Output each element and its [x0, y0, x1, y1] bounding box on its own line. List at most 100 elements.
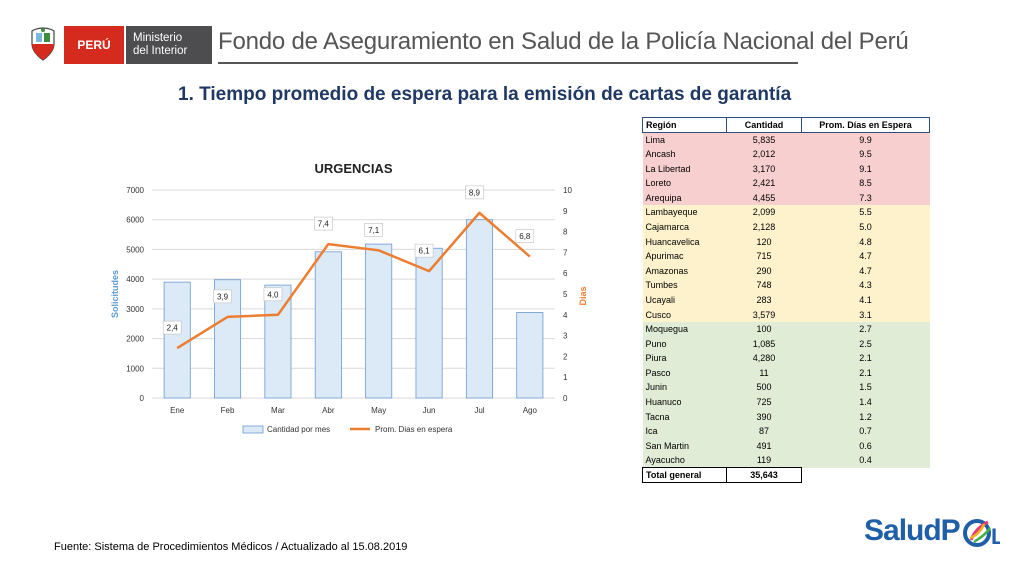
data-label-box	[515, 229, 535, 243]
y2-tick-label: 6	[563, 269, 568, 278]
cell-cantidad: 3,579	[726, 307, 802, 322]
bar	[163, 281, 191, 399]
total-empty	[801, 467, 930, 483]
line-series-days	[176, 211, 531, 350]
cell-dias: 0.6	[801, 438, 930, 454]
source-footnote: Fuente: Sistema de Procedimientos Médico…	[54, 541, 408, 553]
cell-region: Arequipa	[642, 190, 727, 206]
cell-region: Puno	[642, 336, 727, 351]
data-label: 4,0	[267, 290, 279, 299]
y2-tick-label: 3	[563, 332, 568, 341]
cell-dias: 4.1	[801, 292, 930, 308]
table-row: Ica 87 0.7	[642, 423, 930, 439]
y-tick-label: 3000	[126, 305, 144, 314]
chart-title: URGENCIAS	[314, 161, 392, 176]
cell-dias: 1.5	[801, 380, 930, 395]
cell-dias: 1.4	[801, 394, 930, 410]
y2-tick-label: 7	[563, 248, 568, 257]
cell-cantidad: 500	[726, 380, 802, 395]
data-label: 6,1	[419, 247, 431, 256]
cell-region: Ayacucho	[642, 453, 727, 468]
cell-region: Loreto	[642, 175, 727, 191]
cell-cantidad: 87	[726, 423, 802, 439]
table-row: Moquegua 100 2.7	[642, 321, 930, 337]
cell-dias: 0.4	[801, 453, 930, 468]
bar	[415, 247, 443, 399]
cell-region: San Martin	[642, 438, 727, 454]
cell-region: Pasco	[642, 365, 727, 381]
cell-cantidad: 4,455	[726, 190, 802, 206]
cell-region: Piura	[642, 351, 727, 366]
x-tick-label: Abr	[322, 406, 335, 415]
cell-dias: 4.7	[801, 248, 930, 264]
cell-dias: 5.5	[801, 205, 930, 220]
legend-swatch-bars	[242, 425, 264, 434]
cell-cantidad: 715	[726, 248, 802, 264]
cell-dias: 5.0	[801, 219, 930, 235]
data-label: 8,9	[469, 188, 481, 197]
cell-region: La Libertad	[642, 161, 727, 176]
table-row: Piura 4,280 2.1	[642, 351, 930, 366]
y-tick-label: 5000	[126, 245, 144, 254]
legend-label-line: Prom. Dias en espera	[375, 425, 453, 434]
cell-region: Ucayali	[642, 292, 727, 308]
x-tick-label: Ene	[170, 406, 185, 415]
cell-cantidad: 2,421	[726, 175, 802, 191]
y-axis-title: Solicitudes	[110, 270, 120, 318]
data-label-box	[465, 185, 484, 200]
logo-mark-icon: L	[963, 519, 1000, 549]
cell-cantidad: 11	[726, 365, 802, 381]
cell-cantidad: 120	[726, 234, 802, 249]
cell-dias: 1.2	[801, 409, 930, 424]
table-row: Cajamarca 2,128 5.0	[642, 219, 930, 235]
logo-text: SaludP	[864, 514, 961, 547]
header-divider	[218, 62, 798, 64]
x-tick-label: Jul	[474, 406, 484, 415]
bar	[516, 312, 544, 399]
cell-cantidad: 5,835	[726, 132, 802, 147]
logo-mark-letter: L	[991, 524, 1000, 549]
col-header-region: Región	[642, 117, 727, 133]
ministry-line1: Ministerio	[133, 32, 183, 44]
cell-dias: 7.3	[801, 190, 930, 206]
urgencias-chart: URGENCIAS 0 1000 2000 3000 4000 5000 6000 7000 0 1…	[110, 161, 588, 434]
cell-region: Huanuco	[642, 394, 727, 410]
table-row: Puno 1,085 2.5	[642, 336, 930, 351]
y-tick-label: 7000	[126, 186, 144, 195]
table-row: Loreto 2,421 8.5	[642, 175, 930, 191]
data-label: 6,8	[519, 232, 531, 241]
cell-cantidad: 3,170	[726, 161, 802, 176]
table-row: Junin 500 1.5	[642, 380, 930, 395]
saludpol-logo: SaludP L	[864, 512, 1004, 552]
table-row: Cusco 3,579 3.1	[642, 307, 930, 322]
cell-dias: 2.5	[801, 336, 930, 351]
cell-cantidad: 100	[726, 321, 802, 337]
table-row: Amazonas 290 4.7	[642, 263, 930, 279]
data-label-box	[414, 243, 434, 258]
cell-cantidad: 4,280	[726, 351, 802, 366]
table-row: Ancash 2,012 9.5	[642, 146, 930, 162]
x-tick-label: Mar	[271, 406, 285, 415]
y2-axis-title: Dias	[578, 286, 588, 305]
data-label: 2,4	[167, 324, 179, 333]
cell-cantidad: 2,099	[726, 205, 802, 220]
table-body: Lima 5,835 9.9 Ancash 2,012 9.5 La Libertad 3,1…	[642, 132, 930, 483]
y2-tick-label: 8	[563, 228, 568, 237]
total-value: 35,643	[726, 467, 802, 483]
data-label: 7,4	[318, 220, 330, 229]
legend-label-bars: Cantidad por mes	[267, 425, 330, 434]
cell-cantidad: 283	[726, 292, 802, 308]
data-label-box	[162, 320, 182, 335]
cell-dias: 9.5	[801, 146, 930, 162]
ministry-label: Ministerio del Interior	[126, 26, 212, 64]
cell-cantidad: 2,128	[726, 219, 802, 235]
data-label-box	[263, 287, 283, 302]
cell-dias: 9.1	[801, 161, 930, 176]
cell-region: Amazonas	[642, 263, 727, 279]
region-table: Región Cantidad Prom. Días en Espera Lim…	[642, 117, 930, 483]
table-row: Huanuco 725 1.4	[642, 394, 930, 410]
total-row: Total general 35,643	[642, 467, 930, 483]
y-tick-label: 2000	[126, 335, 144, 344]
cell-region: Cajamarca	[642, 219, 727, 235]
y2-tick-label: 4	[563, 311, 568, 320]
